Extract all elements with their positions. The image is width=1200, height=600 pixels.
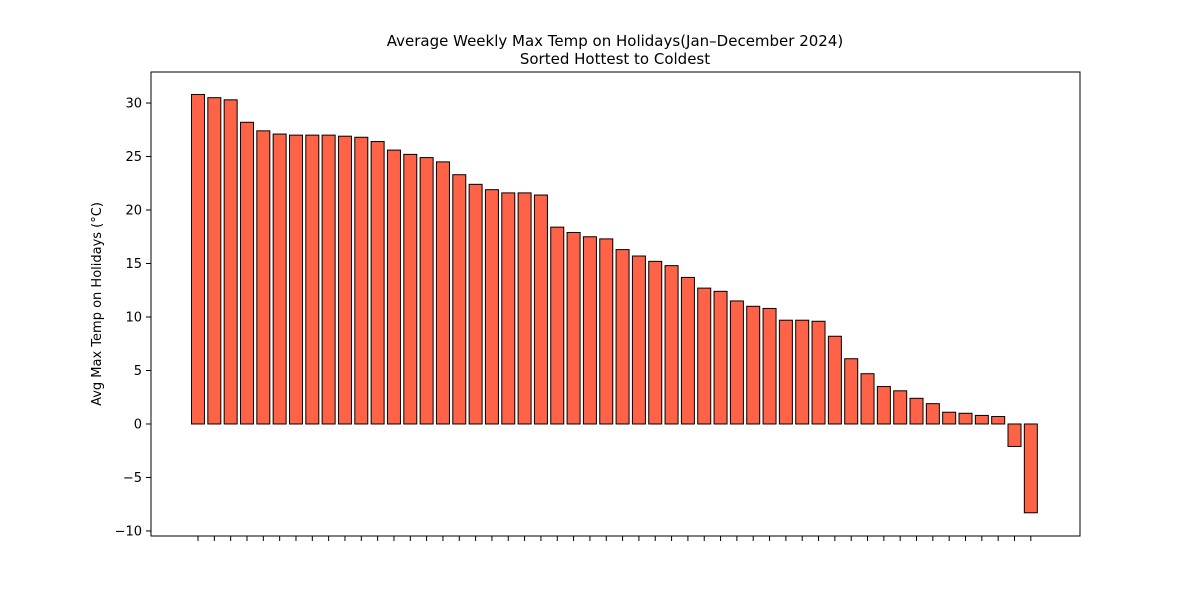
bar <box>288 134 303 425</box>
bar <box>615 249 630 425</box>
bar <box>729 300 744 425</box>
bar <box>1023 423 1038 514</box>
bar <box>239 121 254 425</box>
chart-subtitle: Sorted Hottest to Coldest <box>520 50 710 68</box>
bar <box>452 174 467 425</box>
bar <box>1007 423 1022 447</box>
bar <box>811 320 826 425</box>
bar <box>991 415 1006 425</box>
bar <box>942 411 957 425</box>
y-tick-label: 10 <box>125 310 142 325</box>
bar <box>778 319 793 425</box>
y-axis-label: Avg Max Temp on Holidays (°C) <box>90 202 105 406</box>
bar <box>713 290 728 425</box>
chart-title: Average Weekly Max Temp on Holidays(Jan–… <box>387 32 844 50</box>
bar <box>419 157 434 425</box>
bar <box>909 397 924 425</box>
bar <box>501 192 516 425</box>
bar <box>223 99 238 425</box>
bar <box>256 130 271 425</box>
bar <box>484 189 499 425</box>
bar <box>354 136 369 425</box>
bar <box>305 134 320 425</box>
y-tick-label: 5 <box>134 364 142 379</box>
bar <box>876 386 891 425</box>
bar <box>925 403 940 425</box>
bar <box>337 135 352 425</box>
bar <box>533 194 548 425</box>
y-tick-label: −10 <box>115 524 142 539</box>
bar <box>631 255 646 425</box>
bar <box>582 236 597 425</box>
bar <box>386 149 401 425</box>
bar <box>435 161 450 425</box>
bar <box>746 305 761 425</box>
bar <box>697 287 712 425</box>
bar <box>974 414 989 425</box>
bar <box>566 231 581 425</box>
bar <box>844 358 859 425</box>
bar <box>599 238 614 425</box>
bar <box>664 265 679 425</box>
bar <box>468 183 483 425</box>
y-tick-label: 20 <box>125 204 142 219</box>
y-tick-label: −5 <box>123 471 142 486</box>
y-tick-label: 30 <box>125 97 142 112</box>
bar <box>321 134 336 425</box>
bar <box>403 153 418 425</box>
bar <box>827 335 842 425</box>
y-tick-label: 0 <box>134 417 142 432</box>
y-tick-label: 25 <box>125 150 142 165</box>
bar <box>860 373 875 425</box>
plot-frame <box>150 71 1081 537</box>
bar <box>648 260 663 425</box>
bar <box>550 226 565 425</box>
bar <box>272 133 287 425</box>
bar <box>191 93 205 425</box>
bar <box>762 307 777 425</box>
bar <box>370 141 385 425</box>
bar <box>893 390 908 425</box>
bar <box>958 412 973 425</box>
bar <box>680 276 695 425</box>
bar <box>795 319 810 425</box>
y-tick-label: 15 <box>125 257 142 272</box>
bar <box>207 97 222 425</box>
bar <box>517 192 532 425</box>
